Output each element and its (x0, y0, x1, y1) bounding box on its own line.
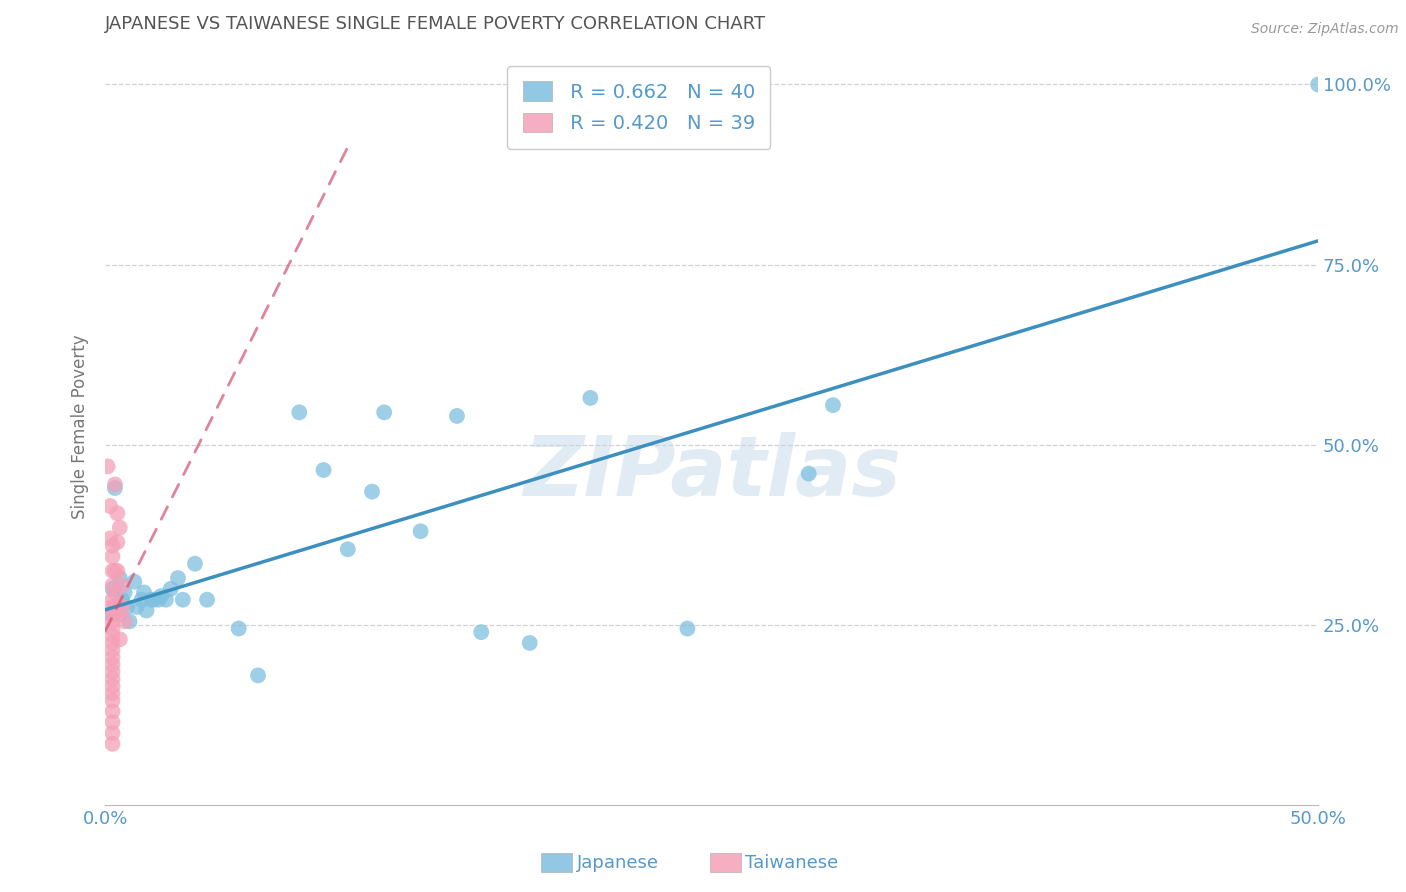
Point (101, 592, 124, 607)
Point (101, 672, 124, 686)
Point (159, 582, 181, 596)
Point (114, 615, 136, 629)
Point (101, 643, 124, 657)
Point (470, 625, 492, 640)
Point (111, 592, 134, 607)
Text: Source: ZipAtlas.com: Source: ZipAtlas.com (1251, 22, 1399, 37)
Point (101, 679, 124, 693)
Point (101, 607, 124, 621)
Point (142, 592, 165, 607)
Point (373, 405, 395, 419)
Point (101, 715, 124, 730)
Point (101, 539, 124, 553)
Point (101, 599, 124, 614)
Point (108, 571, 131, 585)
Point (101, 622, 124, 636)
Point (676, 622, 699, 636)
Point (101, 737, 124, 751)
Point (821, 398, 844, 412)
Point (125, 599, 148, 614)
Point (104, 477, 127, 491)
Point (101, 549, 124, 564)
Point (247, 668, 270, 682)
Point (124, 574, 146, 589)
Point (114, 585, 136, 599)
Point (150, 589, 173, 603)
Point (101, 650, 124, 665)
Point (148, 592, 170, 607)
Point (312, 463, 335, 477)
Text: JAPANESE VS TAIWANESE SINGLE FEMALE POVERTY CORRELATION CHART: JAPANESE VS TAIWANESE SINGLE FEMALE POVE… (105, 15, 766, 33)
Point (118, 615, 141, 629)
Point (195, 592, 218, 607)
Point (101, 615, 124, 629)
Point (105, 564, 128, 578)
Point (105, 603, 128, 617)
Point (361, 484, 384, 499)
Point (108, 607, 131, 621)
Point (101, 705, 124, 719)
Point (104, 564, 127, 578)
Point (101, 665, 124, 679)
Point (336, 542, 359, 557)
Point (108, 632, 131, 647)
Legend:  R = 0.662   N = 40,  R = 0.420   N = 39: R = 0.662 N = 40, R = 0.420 N = 39 (508, 66, 770, 149)
Point (131, 592, 153, 607)
Point (1308, 78, 1330, 92)
Point (101, 629, 124, 643)
Point (228, 622, 250, 636)
Point (132, 585, 155, 599)
Point (111, 599, 134, 614)
Point (101, 726, 124, 740)
Point (105, 535, 128, 549)
Point (101, 693, 124, 707)
Point (98, 532, 121, 546)
Point (115, 599, 138, 614)
Point (579, 391, 602, 405)
Point (288, 405, 311, 419)
Point (101, 657, 124, 672)
Point (155, 592, 177, 607)
Text: Japanese: Japanese (576, 854, 658, 871)
Point (104, 481, 127, 495)
Point (101, 686, 124, 700)
Point (98, 607, 121, 621)
Point (104, 599, 127, 614)
Point (135, 603, 157, 617)
Text: Taiwanese: Taiwanese (745, 854, 838, 871)
Y-axis label: Single Female Poverty: Single Female Poverty (72, 334, 89, 519)
Point (108, 521, 131, 535)
Point (446, 409, 468, 423)
Point (97, 459, 120, 474)
Point (101, 636, 124, 650)
Point (98, 499, 121, 513)
Point (184, 557, 207, 571)
Point (167, 571, 190, 585)
Point (101, 582, 124, 596)
Point (172, 592, 194, 607)
Point (105, 506, 128, 520)
Point (519, 636, 541, 650)
Point (101, 564, 124, 578)
Point (797, 467, 820, 481)
Text: ZIPatlas: ZIPatlas (523, 432, 901, 513)
Point (409, 524, 432, 539)
Point (111, 578, 134, 592)
Point (141, 592, 163, 607)
Point (104, 585, 127, 599)
Point (101, 578, 124, 592)
